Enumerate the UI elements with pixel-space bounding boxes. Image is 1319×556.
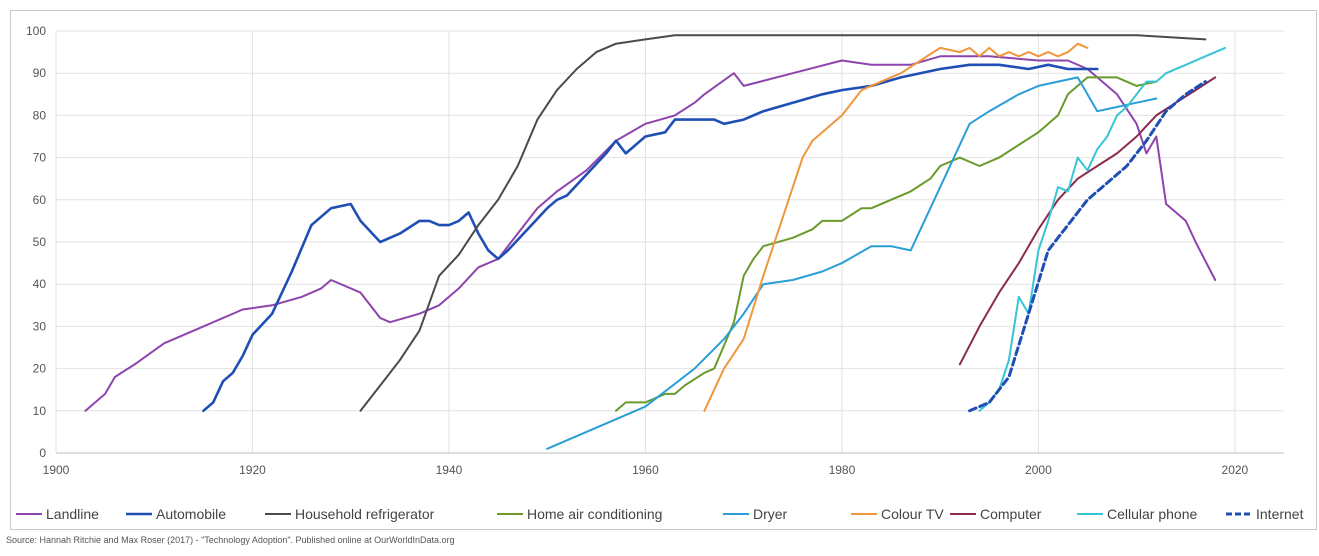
legend-label-automobile: Automobile (156, 506, 226, 522)
y-tick-label: 30 (33, 319, 47, 333)
y-tick-label: 20 (33, 362, 47, 376)
x-tick-label: 1960 (632, 463, 659, 477)
x-tick-label: 2000 (1025, 463, 1052, 477)
legend-label-computer: Computer (980, 506, 1042, 522)
series-line-landline (84, 55, 1217, 412)
series-line-internet (968, 80, 1207, 413)
series-line-household-refrigerator (359, 34, 1207, 412)
x-tick-label: 1980 (829, 463, 856, 477)
series-line-colour-tv (703, 42, 1089, 412)
y-tick-label: 100 (26, 24, 46, 38)
legend-label-home-air-conditioning: Home air conditioning (527, 506, 662, 522)
source-note: Source: Hannah Ritchie and Max Roser (20… (6, 535, 455, 545)
legend-label-internet: Internet (1256, 506, 1304, 522)
y-tick-label: 80 (33, 108, 47, 122)
y-tick-label: 60 (33, 193, 47, 207)
y-tick-label: 90 (33, 66, 47, 80)
series-line-computer (958, 76, 1217, 366)
y-tick-label: 10 (33, 404, 47, 418)
legend-label-household-refrigerator: Household refrigerator (295, 506, 435, 522)
series-line-dryer (546, 76, 1158, 450)
series-line-home-air-conditioning (615, 76, 1158, 412)
y-tick-label: 40 (33, 277, 47, 291)
chart-frame (10, 10, 1317, 530)
series-line-automobile (202, 63, 1099, 413)
y-tick-label: 50 (33, 235, 47, 249)
legend-label-landline: Landline (46, 506, 99, 522)
y-tick-label: 70 (33, 151, 47, 165)
legend-label-colour-tv: Colour TV (881, 506, 944, 522)
series-line-cellular-phone (978, 46, 1227, 412)
x-tick-label: 2020 (1222, 463, 1249, 477)
legend-label-cellular-phone: Cellular phone (1107, 506, 1197, 522)
x-tick-label: 1940 (436, 463, 463, 477)
x-tick-label: 1900 (43, 463, 70, 477)
y-tick-label: 0 (39, 446, 46, 460)
legend-label-dryer: Dryer (753, 506, 788, 522)
x-tick-label: 1920 (239, 463, 266, 477)
